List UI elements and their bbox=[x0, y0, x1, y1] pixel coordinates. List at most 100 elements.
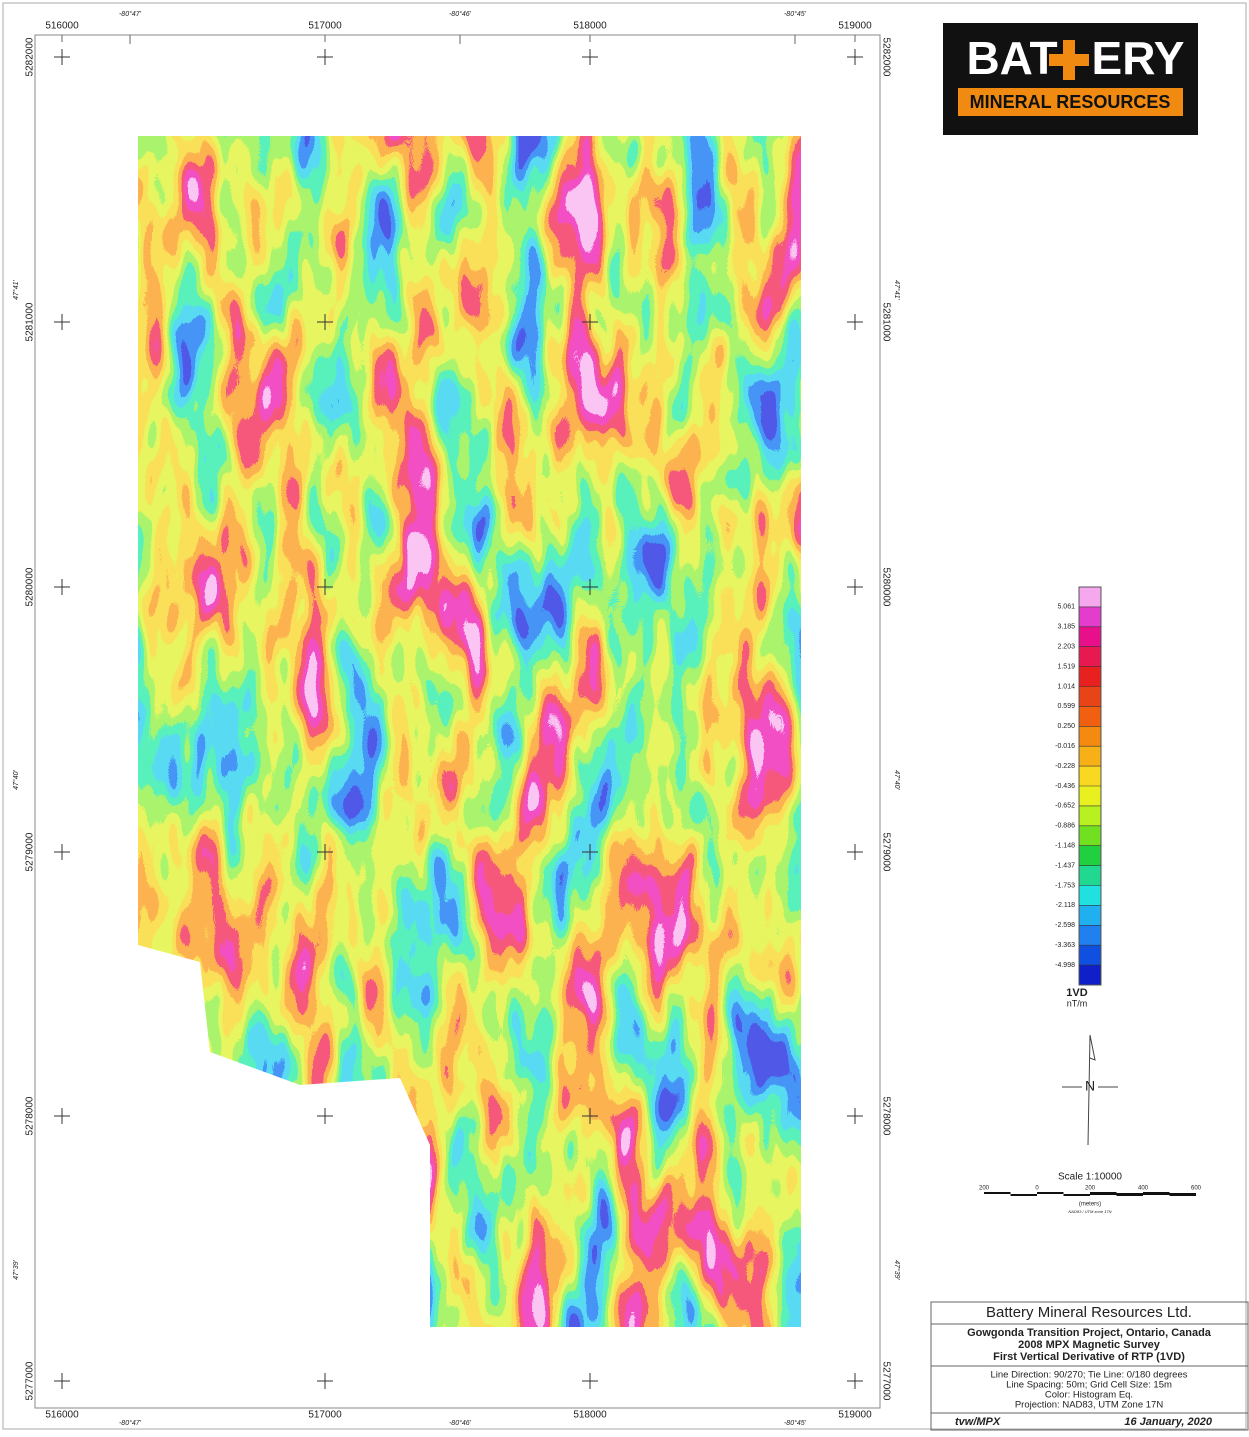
northing-label: 5280000 bbox=[25, 567, 36, 606]
title-heading: Gowgonda Transition Project, Ontario, Ca… bbox=[967, 1327, 1212, 1339]
legend-label: -0.228 bbox=[1055, 763, 1075, 770]
author: tvw/MPX bbox=[955, 1416, 1001, 1428]
title-heading: First Vertical Derivative of RTP (1VD) bbox=[993, 1351, 1185, 1363]
legend-label: -1.437 bbox=[1055, 862, 1075, 869]
legend-swatch bbox=[1079, 627, 1101, 647]
legend-label: 5.061 bbox=[1057, 604, 1075, 611]
longitude-label: -80°46' bbox=[449, 10, 472, 18]
legend-swatch bbox=[1079, 746, 1101, 766]
scale-segment bbox=[984, 1192, 1011, 1194]
legend-label: -0.436 bbox=[1055, 783, 1075, 790]
scale-tick-label: 0 bbox=[1035, 1186, 1039, 1192]
scale-unit: (meters) bbox=[1079, 1202, 1101, 1208]
company-name: Battery Mineral Resources Ltd. bbox=[986, 1304, 1192, 1321]
legend-swatch bbox=[1079, 587, 1101, 607]
longitude-label: -80°45' bbox=[784, 10, 807, 18]
scale-title: Scale 1:10000 bbox=[1058, 1172, 1122, 1183]
legend-swatch bbox=[1079, 726, 1101, 746]
legend-swatch bbox=[1079, 925, 1101, 945]
legend-label: -1.753 bbox=[1055, 882, 1075, 889]
scale-segment bbox=[1064, 1194, 1091, 1196]
legend-unit: nT/m bbox=[1067, 998, 1088, 1008]
scale-tick-label: 600 bbox=[1191, 1186, 1202, 1192]
scale-bar: Scale 1:10000 200 0 200 400 600 (meters)NAD83 … bbox=[979, 1172, 1202, 1214]
scale-datum: NAD83 / UTM zone 17N bbox=[1068, 1209, 1111, 1214]
legend-label: 2.203 bbox=[1057, 644, 1075, 651]
northing-label: 5278000 bbox=[880, 1097, 891, 1136]
legend-swatch bbox=[1079, 905, 1101, 925]
legend-label: -2.598 bbox=[1055, 922, 1075, 929]
latitude-label: 47°41' bbox=[893, 280, 901, 300]
legend-label: -1.148 bbox=[1055, 843, 1075, 850]
logo-text: ERY bbox=[1092, 32, 1185, 84]
date: 16 January, 2020 bbox=[1124, 1416, 1213, 1428]
north-label: N bbox=[1085, 1078, 1095, 1094]
legend-label: -2.118 bbox=[1056, 902, 1075, 909]
northing-label: 5282000 bbox=[25, 37, 36, 76]
legend-label: -0.016 bbox=[1055, 743, 1075, 750]
longitude-label: -80°45' bbox=[784, 1419, 807, 1427]
northing-label: 5277000 bbox=[880, 1362, 891, 1401]
longitude-label: -80°47' bbox=[119, 1419, 142, 1427]
easting-label: 519000 bbox=[838, 21, 872, 32]
legend-label: 0.250 bbox=[1057, 723, 1075, 730]
legend-swatch bbox=[1079, 667, 1101, 687]
easting-label: 516000 bbox=[45, 1410, 79, 1421]
legend-label: 1.519 bbox=[1057, 663, 1075, 670]
color-legend: 5.061 3.185 2.203 1.519 1.014 0.599 0.250 -0.01… bbox=[1055, 587, 1101, 1008]
northing-label: 5281000 bbox=[880, 303, 891, 342]
northing-label: 5279000 bbox=[25, 832, 36, 871]
latitude-label: 47°40' bbox=[893, 770, 901, 790]
northing-label: 5280000 bbox=[880, 568, 891, 607]
easting-label: 517000 bbox=[308, 21, 342, 32]
scale-tick-label: 200 bbox=[979, 1186, 990, 1192]
legend-swatch bbox=[1079, 687, 1101, 707]
latitude-label: 47°39' bbox=[893, 1260, 901, 1280]
legend-swatch bbox=[1079, 866, 1101, 886]
latitude-label: 47°41' bbox=[12, 279, 20, 299]
logo-plus bbox=[1049, 54, 1089, 66]
map-page: 5160005160005170005170005180005180005190… bbox=[0, 0, 1249, 1432]
legend-swatch bbox=[1079, 945, 1101, 965]
scale-segment bbox=[1011, 1194, 1038, 1196]
easting-label: 516000 bbox=[45, 21, 79, 32]
title-heading: 2008 MPX Magnetic Survey bbox=[1018, 1339, 1161, 1351]
legend-swatch bbox=[1079, 786, 1101, 806]
legend-swatch bbox=[1079, 806, 1101, 826]
logo-text: BAT bbox=[966, 32, 1057, 84]
title-block bbox=[931, 1302, 1248, 1430]
legend-label: -3.363 bbox=[1055, 942, 1075, 949]
northing-label: 5279000 bbox=[880, 833, 891, 872]
scale-segment bbox=[1037, 1192, 1064, 1194]
title-detail: Projection: NAD83, UTM Zone 17N bbox=[1015, 1400, 1164, 1411]
northing-label: 5278000 bbox=[25, 1096, 36, 1135]
logo-subtitle: MINERAL RESOURCES bbox=[970, 92, 1171, 112]
legend-label: -0.886 bbox=[1055, 823, 1075, 830]
easting-label: 518000 bbox=[573, 21, 607, 32]
scale-tick-label: 200 bbox=[1085, 1186, 1096, 1192]
longitude-label: -80°46' bbox=[449, 1419, 472, 1427]
legend-swatch bbox=[1079, 846, 1101, 866]
legend-label: 0.599 bbox=[1057, 703, 1075, 710]
magnetic-grid bbox=[138, 136, 801, 1327]
easting-label: 519000 bbox=[838, 1410, 872, 1421]
legend-swatch bbox=[1079, 607, 1101, 627]
legend-swatch bbox=[1079, 706, 1101, 726]
legend-label: 1.014 bbox=[1057, 683, 1075, 690]
legend-swatch bbox=[1079, 647, 1101, 667]
legend-swatch bbox=[1079, 886, 1101, 906]
northing-label: 5281000 bbox=[25, 302, 36, 341]
latitude-label: 47°39' bbox=[12, 1259, 20, 1279]
legend-label: 3.185 bbox=[1057, 624, 1075, 631]
easting-label: 518000 bbox=[573, 1410, 607, 1421]
legend-swatch bbox=[1079, 766, 1101, 786]
northing-label: 5282000 bbox=[880, 38, 891, 77]
scale-tick-label: 400 bbox=[1138, 1186, 1149, 1192]
legend-label: -0.652 bbox=[1055, 803, 1075, 810]
longitude-label: -80°47' bbox=[119, 10, 142, 18]
latitude-label: 47°40' bbox=[12, 769, 20, 789]
legend-swatch bbox=[1079, 965, 1101, 985]
legend-label: -4.998 bbox=[1055, 962, 1075, 969]
scale-segment bbox=[1090, 1193, 1196, 1195]
legend-swatch bbox=[1079, 826, 1101, 846]
